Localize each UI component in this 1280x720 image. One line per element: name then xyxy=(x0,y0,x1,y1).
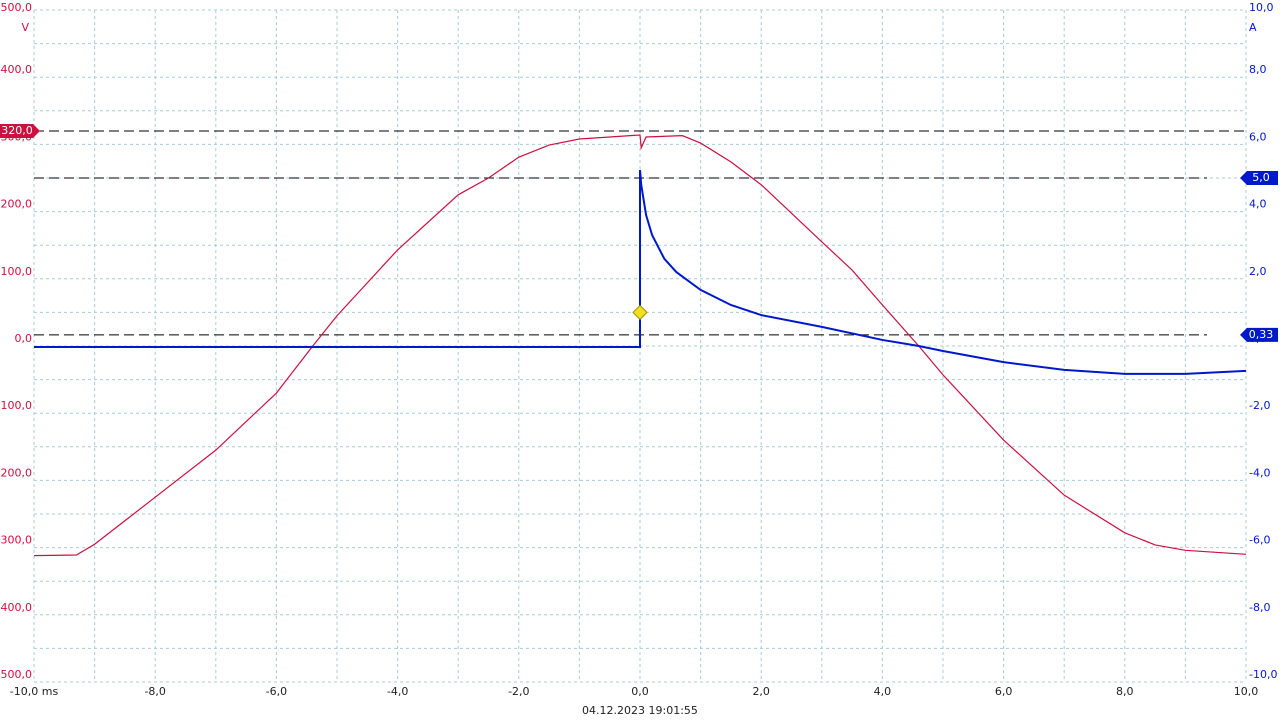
y-tick-label: -400,0 xyxy=(0,601,32,614)
series-line xyxy=(33,134,1247,557)
y-tick-label: 100,0 xyxy=(1,265,33,278)
y2-tick-label: 8,0 xyxy=(1249,63,1267,76)
marker-tag xyxy=(1240,171,1278,185)
y2-tick-label: -2,0 xyxy=(1249,399,1270,412)
marker-tag xyxy=(1240,327,1278,342)
y-unit: V xyxy=(21,21,29,34)
y2-tick-label: 6,0 xyxy=(1249,130,1267,143)
y2-tick-label: 2,0 xyxy=(1249,265,1267,278)
marker-tag xyxy=(0,123,40,138)
series-line xyxy=(34,169,1247,375)
timestamp: 04.12.2023 19:01:55 xyxy=(582,704,698,717)
y-tick-label: 200,0 xyxy=(1,198,33,211)
y2-tick-label: 10,0 xyxy=(1249,1,1274,14)
y-tick-label: 400,0 xyxy=(1,63,33,76)
y-tick-label: -200,0 xyxy=(0,466,32,479)
y2-tick-label: -6,0 xyxy=(1249,534,1270,547)
x-tick-label: -2,0 xyxy=(508,685,529,698)
y2-tick-label: -10,0 xyxy=(1249,668,1277,681)
x-tick-label: -10,0 ms xyxy=(10,685,59,698)
y-tick-label: 500,0 xyxy=(1,1,33,14)
x-tick-label: -8,0 xyxy=(144,685,165,698)
y-tick-label: -100,0 xyxy=(0,399,32,412)
x-tick-label: 10,0 xyxy=(1234,685,1259,698)
x-tick-label: -6,0 xyxy=(266,685,287,698)
x-tick-label: -4,0 xyxy=(387,685,408,698)
y2-tick-label: 4,0 xyxy=(1249,198,1267,211)
y2-unit: A xyxy=(1249,21,1257,34)
marker-label: 0,33 xyxy=(1249,328,1274,341)
y2-tick-label: -4,0 xyxy=(1249,466,1270,479)
y-tick-label: -300,0 xyxy=(0,534,32,547)
x-tick-label: 2,0 xyxy=(752,685,770,698)
x-tick-label: 0,0 xyxy=(631,685,649,698)
trigger-marker xyxy=(632,304,648,321)
x-tick-label: 6,0 xyxy=(995,685,1013,698)
x-tick-label: 8,0 xyxy=(1116,685,1134,698)
y-tick-label: -500,0 xyxy=(0,668,32,681)
y-tick-label: 0,0 xyxy=(15,332,33,345)
marker-label: 320,0 xyxy=(1,124,33,137)
y2-tick-label: -8,0 xyxy=(1249,601,1270,614)
marker-label: 5,0 xyxy=(1252,171,1270,184)
x-tick-label: 4,0 xyxy=(874,685,892,698)
